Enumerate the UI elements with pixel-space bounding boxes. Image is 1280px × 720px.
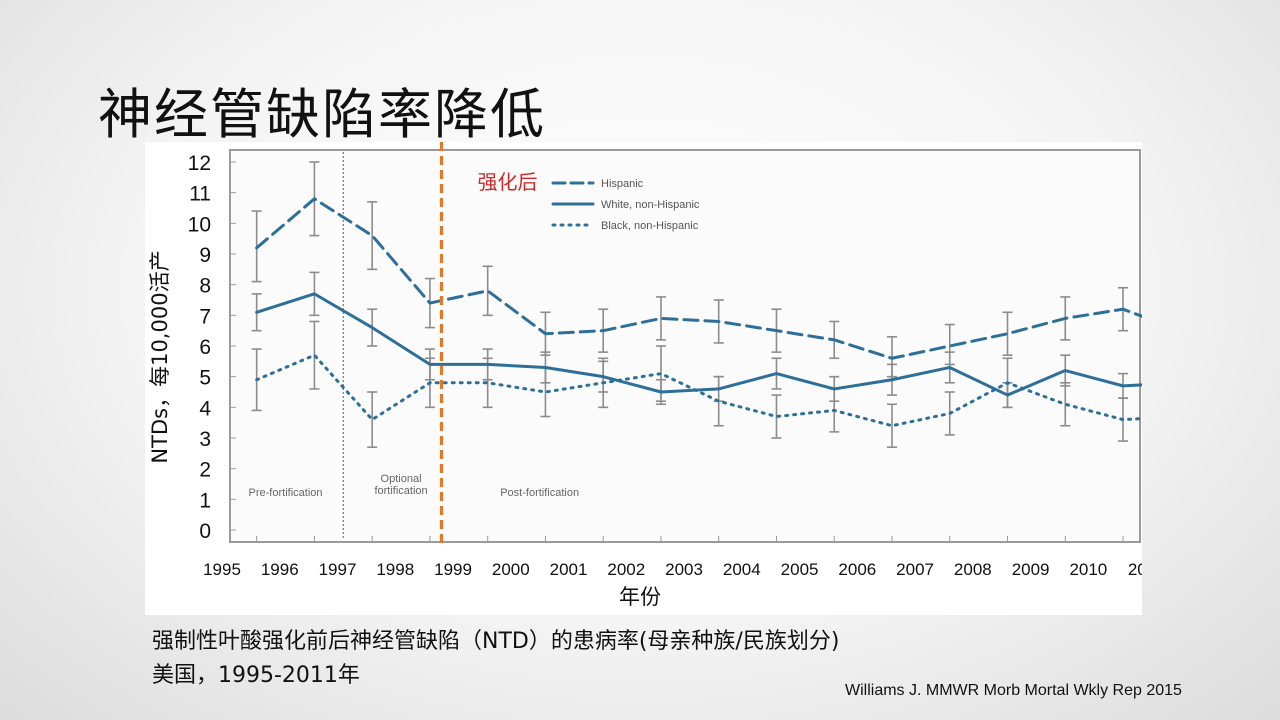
y-tick-label: 7: [199, 305, 211, 328]
period-label: Post-fortification: [500, 487, 579, 499]
y-tick-label: 10: [188, 213, 211, 236]
x-tick-label: 2003: [665, 560, 703, 579]
x-tick-label: 2009: [1012, 560, 1050, 579]
y-axis-label: NTDs，每10,000活产: [148, 250, 172, 463]
period-label: Pre-fortification: [249, 487, 323, 499]
fortification-annotation: 强化后: [477, 170, 537, 194]
legend-entry: White, non-Hispanic: [601, 199, 700, 211]
x-tick-label: 1996: [261, 560, 299, 579]
legend-entry: Hispanic: [601, 178, 644, 190]
caption-line-2: 美国，1995-2011年: [152, 663, 360, 688]
y-tick-label: 1: [199, 489, 211, 512]
y-tick-label: 0: [199, 520, 211, 543]
x-axis-label: 年份: [619, 585, 661, 609]
series-line-dotted: [255, 353, 1142, 428]
x-tick-label: 1997: [319, 560, 357, 579]
y-tick-label: 11: [189, 183, 211, 206]
plot-frame: [229, 149, 1141, 543]
x-tick-label: 2006: [838, 560, 876, 579]
x-tick-label: 2002: [607, 560, 645, 579]
y-tick-label: 12: [188, 152, 211, 175]
x-tick-label: 2010: [1069, 560, 1107, 579]
chart-caption: 强制性叶酸强化前后神经管缺陷（NTD）的患病率(母亲种族/民族划分) 美国，19…: [152, 625, 839, 693]
y-tick-label: 5: [199, 367, 211, 390]
x-tick-label: 2008: [954, 560, 992, 579]
source-citation: Williams J. MMWR Morb Mortal Wkly Rep 20…: [845, 682, 1182, 699]
period-label: Optional: [381, 473, 422, 485]
x-tick-label: 2007: [896, 560, 934, 579]
y-tick-label: 6: [199, 336, 211, 359]
x-tick-label: 1999: [434, 560, 472, 579]
y-tick-label: 8: [199, 275, 211, 298]
period-label: fortification: [374, 485, 427, 497]
x-tick-label: 2001: [550, 560, 588, 579]
x-tick-label: 1998: [376, 560, 414, 579]
series-line-dashed: [255, 197, 1142, 360]
y-tick-label: 4: [199, 397, 211, 420]
legend-entry: Black, non-Hispanic: [601, 220, 699, 232]
x-tick-label: 2004: [723, 560, 761, 579]
x-tick-label: 2000: [492, 560, 530, 579]
x-tick-label: 2011: [1128, 560, 1142, 579]
y-tick-label: 2: [199, 459, 211, 482]
series-line-solid: [255, 292, 1142, 397]
x-tick-label: 2005: [781, 560, 819, 579]
slide-title: 神经管缺陷率降低: [98, 83, 546, 146]
chart-panel: 0 1 2 3 4 5 6 7 8 9 10 11 12 1995 1996 1997 1998 1999 2000…: [145, 142, 1142, 615]
caption-line-1: 强制性叶酸强化前后神经管缺陷（NTD）的患病率(母亲种族/民族划分): [152, 629, 840, 654]
x-tick-label: 1995: [203, 560, 241, 579]
y-tick-label: 9: [199, 244, 211, 267]
y-tick-label: 3: [199, 428, 211, 451]
